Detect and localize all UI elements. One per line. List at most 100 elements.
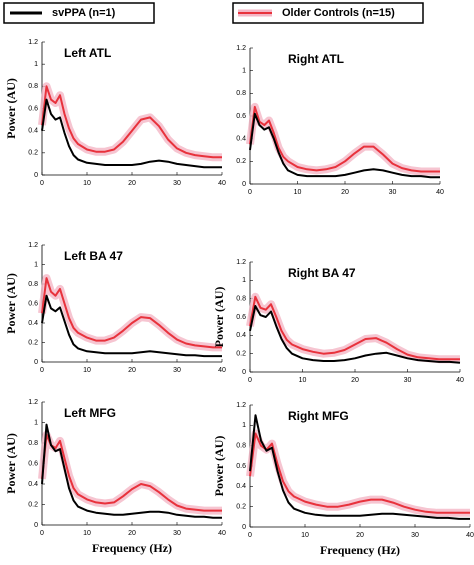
y-tick-label: 0.8 bbox=[236, 90, 246, 97]
x-tick-label: 10 bbox=[299, 377, 307, 384]
y-tick-label: 0.6 bbox=[28, 105, 38, 112]
x-tick-label: 20 bbox=[356, 532, 364, 539]
y-tick-label: 0.2 bbox=[28, 339, 38, 346]
series-line bbox=[41, 85, 222, 159]
series-line bbox=[41, 98, 222, 169]
y-tick-label: 0.4 bbox=[28, 481, 38, 488]
y-tick-label: 0.4 bbox=[28, 320, 38, 327]
x-tick-label: 0 bbox=[40, 367, 44, 374]
y-tick-label: 0.8 bbox=[28, 281, 38, 288]
y-tick-label: 0.8 bbox=[28, 83, 38, 90]
series-line bbox=[41, 277, 222, 349]
x-tick-label: 10 bbox=[83, 367, 91, 374]
y-tick-label: 1.2 bbox=[236, 45, 246, 52]
x-tick-label: 30 bbox=[173, 367, 181, 374]
x-tick-label: 20 bbox=[351, 377, 359, 384]
y-tick-label: 1.2 bbox=[236, 402, 246, 409]
y-tick-label: 0.6 bbox=[28, 460, 38, 467]
y-tick-label: 1.2 bbox=[28, 242, 38, 249]
y-axis-label: Power (AU) bbox=[4, 273, 18, 334]
y-tick-label: 1 bbox=[242, 68, 246, 75]
series-line bbox=[41, 433, 222, 512]
x-tick-label: 20 bbox=[341, 189, 349, 196]
y-tick-label: 1 bbox=[34, 61, 38, 68]
y-tick-label: 0 bbox=[242, 181, 246, 188]
series-line bbox=[249, 295, 460, 361]
series-line bbox=[249, 112, 440, 179]
x-tick-label: 30 bbox=[404, 377, 412, 384]
y-tick-label: 0.4 bbox=[236, 332, 246, 339]
y-tick-label: 0 bbox=[242, 369, 246, 376]
legend-box bbox=[3, 2, 155, 24]
series-line bbox=[249, 414, 470, 520]
x-tick-label: 30 bbox=[411, 532, 419, 539]
x-tick-label: 40 bbox=[218, 180, 226, 187]
y-tick-label: 1 bbox=[34, 261, 38, 268]
y-tick-label: 0.2 bbox=[28, 150, 38, 157]
y-tick-label: 0 bbox=[242, 524, 246, 531]
y-tick-label: 0 bbox=[34, 522, 38, 529]
x-axis-label: Frequency (Hz) bbox=[92, 541, 172, 555]
x-tick-label: 0 bbox=[248, 532, 252, 539]
y-tick-label: 0.6 bbox=[236, 314, 246, 321]
y-tick-label: 0.4 bbox=[236, 136, 246, 143]
y-tick-label: 0 bbox=[34, 172, 38, 179]
y-axis-label: Power (AU) bbox=[212, 436, 226, 497]
x-tick-label: 0 bbox=[248, 377, 252, 384]
y-axis-label: Power (AU) bbox=[4, 433, 18, 494]
y-tick-label: 1 bbox=[34, 419, 38, 426]
x-tick-label: 40 bbox=[436, 189, 444, 196]
x-tick-label: 20 bbox=[128, 530, 136, 537]
y-tick-label: 0.4 bbox=[28, 128, 38, 135]
x-tick-label: 30 bbox=[389, 189, 397, 196]
y-tick-label: 1.2 bbox=[28, 399, 38, 406]
x-tick-label: 10 bbox=[294, 189, 302, 196]
x-tick-label: 40 bbox=[218, 530, 226, 537]
legend-box bbox=[232, 2, 424, 24]
y-tick-label: 0.6 bbox=[236, 113, 246, 120]
series-line bbox=[41, 294, 222, 358]
x-tick-label: 20 bbox=[128, 180, 136, 187]
panel-title: Left MFG bbox=[64, 406, 116, 420]
y-tick-label: 0.8 bbox=[236, 296, 246, 303]
y-tick-label: 0.2 bbox=[236, 504, 246, 511]
y-tick-label: 0.2 bbox=[236, 351, 246, 358]
y-tick-label: 1.2 bbox=[236, 259, 246, 266]
y-tick-label: 0.6 bbox=[236, 463, 246, 470]
y-tick-label: 0 bbox=[34, 359, 38, 366]
y-tick-label: 1 bbox=[242, 422, 246, 429]
x-tick-label: 0 bbox=[40, 180, 44, 187]
legend-label: svPPA (n=1) bbox=[52, 7, 116, 19]
x-tick-label: 40 bbox=[456, 377, 464, 384]
y-tick-label: 1 bbox=[242, 277, 246, 284]
x-tick-label: 30 bbox=[173, 180, 181, 187]
x-tick-label: 40 bbox=[466, 532, 474, 539]
panel-title: Left ATL bbox=[64, 46, 111, 60]
legend-label: Older Controls (n=15) bbox=[282, 7, 395, 19]
x-tick-label: 0 bbox=[40, 530, 44, 537]
x-tick-label: 20 bbox=[128, 367, 136, 374]
y-axis-label: Power (AU) bbox=[4, 78, 18, 139]
panel-title: Right ATL bbox=[288, 52, 344, 66]
x-axis-label: Frequency (Hz) bbox=[320, 543, 400, 557]
panel-title: Right BA 47 bbox=[288, 266, 356, 280]
y-tick-label: 0.2 bbox=[236, 158, 246, 165]
y-tick-label: 1.2 bbox=[28, 39, 38, 46]
panel-title: Left BA 47 bbox=[64, 249, 123, 263]
y-tick-label: 0.6 bbox=[28, 300, 38, 307]
x-tick-label: 10 bbox=[301, 532, 309, 539]
y-tick-label: 0.8 bbox=[28, 440, 38, 447]
series-line bbox=[249, 105, 440, 173]
series-line bbox=[249, 305, 461, 364]
x-tick-label: 30 bbox=[173, 530, 181, 537]
panel-title: Right MFG bbox=[288, 409, 349, 423]
x-tick-label: 10 bbox=[83, 180, 91, 187]
y-tick-label: 0.8 bbox=[236, 443, 246, 450]
y-tick-label: 0.4 bbox=[236, 483, 246, 490]
series-line bbox=[41, 423, 222, 519]
x-tick-label: 0 bbox=[248, 189, 252, 196]
x-tick-label: 40 bbox=[218, 367, 226, 374]
y-tick-label: 0.2 bbox=[28, 501, 38, 508]
y-axis-label: Power (AU) bbox=[212, 287, 226, 348]
